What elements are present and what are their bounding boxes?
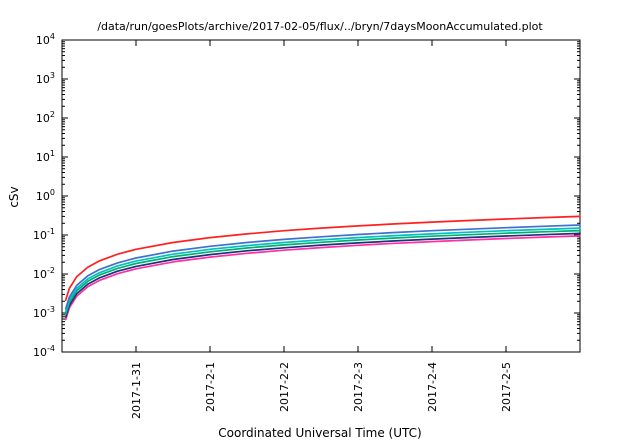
y-axis-ticks (62, 39, 580, 353)
svg-text:2017-1-31: 2017-1-31 (130, 362, 143, 419)
svg-text:103: 103 (36, 71, 55, 86)
series-line-magenta (64, 235, 581, 321)
series-line-red (64, 215, 581, 301)
series-lines (64, 215, 581, 321)
series-line-navy (64, 232, 581, 318)
svg-text:104: 104 (36, 32, 55, 47)
x-axis-tick-labels: 2017-1-31 2017-2-1 2017-2-2 2017-2-3 2017-2-… (130, 362, 513, 419)
svg-text:10-4: 10-4 (33, 344, 55, 359)
series-line-blue (64, 224, 581, 310)
svg-text:101: 101 (36, 149, 55, 164)
svg-text:10-3: 10-3 (33, 305, 55, 320)
svg-text:2017-2-2: 2017-2-2 (278, 362, 291, 412)
svg-text:2017-2-3: 2017-2-3 (352, 362, 365, 412)
svg-text:10-1: 10-1 (33, 227, 55, 242)
svg-text:10-2: 10-2 (33, 266, 55, 281)
x-axis-ticks (135, 40, 507, 352)
x-axis-label: Coordinated Universal Time (UTC) (218, 426, 422, 440)
chart-title: /data/run/goesPlots/archive/2017-02-05/f… (97, 20, 543, 33)
y-axis-tick-labels: 104 103 102 101 100 10-1 10-2 10-3 10-4 (33, 32, 55, 359)
series-line-green (64, 229, 581, 316)
svg-text:102: 102 (36, 110, 55, 125)
svg-text:2017-2-5: 2017-2-5 (500, 362, 513, 412)
plot-border (61, 39, 581, 353)
series-line-cyan (64, 227, 581, 313)
svg-text:100: 100 (36, 188, 55, 203)
svg-text:2017-2-4: 2017-2-4 (426, 362, 439, 412)
svg-text:2017-2-1: 2017-2-1 (204, 362, 217, 412)
